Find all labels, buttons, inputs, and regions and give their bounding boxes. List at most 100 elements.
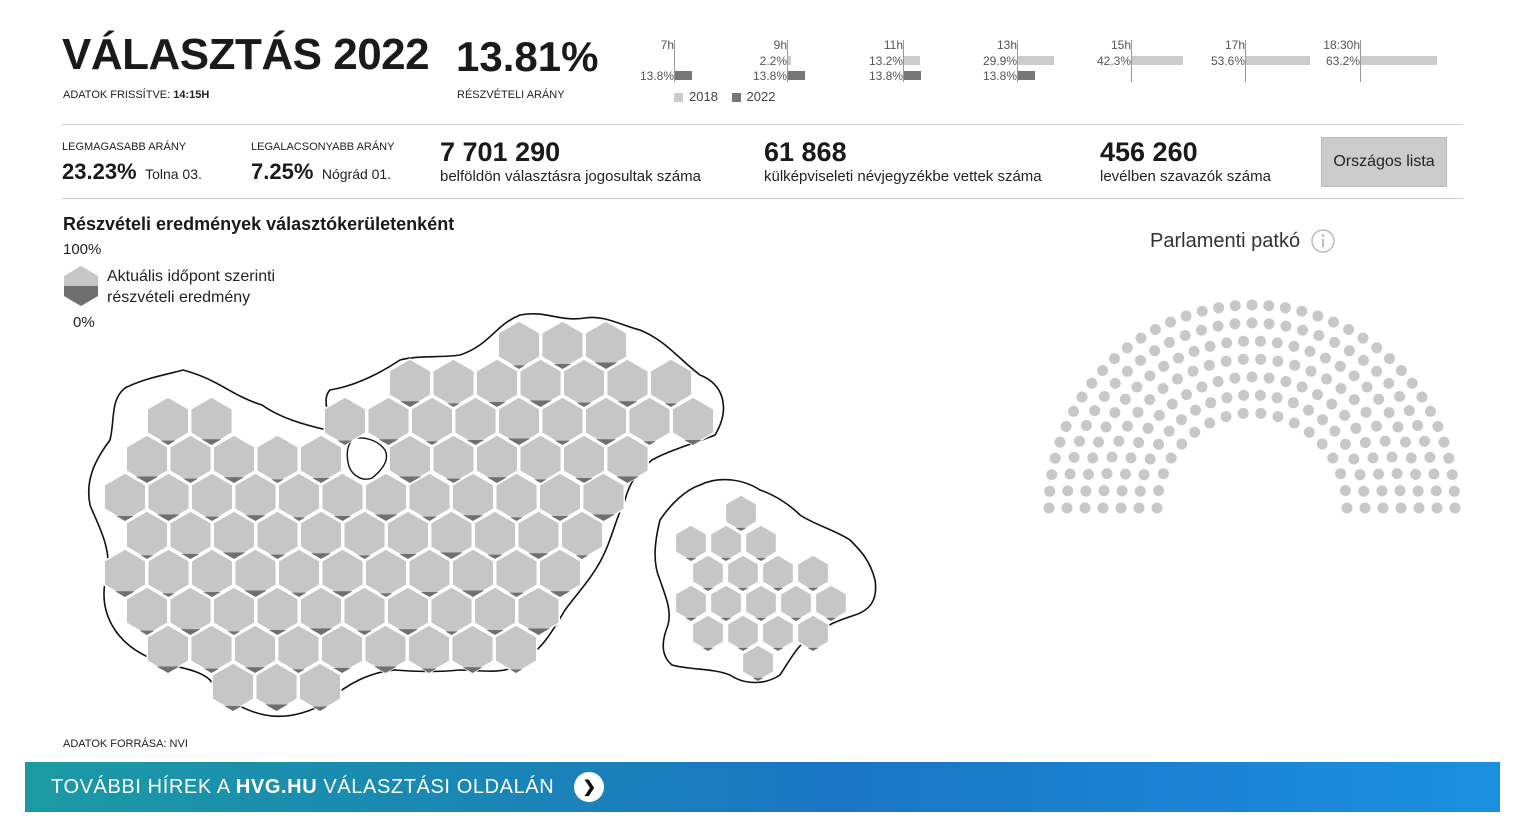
district-hex[interactable]	[584, 396, 628, 446]
district-hex[interactable]	[516, 510, 561, 560]
district-hex[interactable]	[671, 396, 715, 446]
district-hex[interactable]	[726, 554, 760, 592]
district-hex[interactable]	[233, 624, 277, 674]
district-hex[interactable]	[497, 396, 541, 446]
district-hex[interactable]	[431, 358, 476, 408]
district-hex[interactable]	[540, 320, 585, 370]
district-hex[interactable]	[125, 510, 169, 560]
district-hex[interactable]	[146, 472, 191, 522]
district-hex[interactable]	[814, 584, 848, 622]
district-hex[interactable]	[190, 472, 234, 522]
district-hex[interactable]	[518, 358, 563, 408]
district-hex[interactable]	[674, 524, 708, 562]
district-hex[interactable]	[146, 548, 191, 598]
district-hex[interactable]	[103, 548, 147, 598]
district-hex[interactable]	[761, 554, 795, 592]
district-hex[interactable]	[233, 548, 278, 598]
district-hex[interactable]	[407, 624, 451, 674]
district-hex[interactable]	[277, 548, 321, 598]
district-hex[interactable]	[429, 510, 474, 560]
district-hex[interactable]	[299, 510, 343, 560]
district-hex[interactable]	[584, 320, 628, 370]
district-hex[interactable]	[605, 434, 650, 484]
district-hex[interactable]	[298, 662, 342, 712]
district-hex[interactable]	[407, 472, 452, 522]
district-hex[interactable]	[779, 584, 813, 622]
district-hex[interactable]	[254, 662, 299, 712]
district-hex[interactable]	[388, 358, 432, 408]
district-hex[interactable]	[431, 434, 476, 484]
district-hex[interactable]	[299, 434, 343, 484]
district-hex[interactable]	[212, 510, 256, 560]
district-hex[interactable]	[233, 472, 278, 522]
district-hex[interactable]	[320, 548, 365, 598]
district-hex[interactable]	[255, 510, 300, 560]
district-hex[interactable]	[473, 586, 517, 636]
district-hex[interactable]	[796, 614, 830, 652]
district-hex[interactable]	[709, 524, 743, 562]
district-hex[interactable]	[320, 624, 364, 674]
district-hex[interactable]	[366, 396, 411, 446]
district-hex[interactable]	[386, 510, 430, 560]
district-hex[interactable]	[429, 586, 474, 636]
district-hex[interactable]	[691, 614, 725, 652]
district-hex[interactable]	[320, 472, 365, 522]
district-hex[interactable]	[450, 624, 495, 674]
district-hex[interactable]	[451, 472, 495, 522]
district-hex[interactable]	[649, 358, 693, 408]
district-hex[interactable]	[299, 586, 343, 636]
district-hex[interactable]	[709, 584, 743, 622]
district-hex[interactable]	[410, 396, 454, 446]
district-hex[interactable]	[494, 624, 538, 674]
chevron-right-icon[interactable]: ❯	[574, 772, 605, 802]
district-hex[interactable]	[323, 396, 367, 446]
district-hex[interactable]	[342, 586, 387, 636]
district-hex[interactable]	[560, 510, 604, 560]
district-hex[interactable]	[494, 548, 539, 598]
district-hex[interactable]	[796, 554, 830, 592]
district-hex[interactable]	[189, 624, 234, 674]
district-hex[interactable]	[212, 586, 256, 636]
district-hex[interactable]	[190, 548, 234, 598]
district-hex[interactable]	[168, 510, 213, 560]
district-hex[interactable]	[146, 396, 190, 446]
district-hex[interactable]	[674, 584, 708, 622]
district-hex[interactable]	[363, 624, 408, 674]
district-hex[interactable]	[277, 472, 321, 522]
district-hex[interactable]	[744, 524, 778, 562]
district-hex[interactable]	[125, 586, 169, 636]
district-hex[interactable]	[453, 396, 498, 446]
district-hex[interactable]	[212, 434, 256, 484]
district-hex[interactable]	[562, 434, 606, 484]
district-hex[interactable]	[744, 584, 778, 622]
district-hex[interactable]	[581, 472, 626, 522]
district-hex[interactable]	[276, 624, 321, 674]
district-hex[interactable]	[364, 548, 408, 598]
district-hex[interactable]	[538, 548, 582, 598]
district-hex[interactable]	[724, 494, 758, 532]
district-hex[interactable]	[538, 472, 582, 522]
district-hex[interactable]	[475, 358, 519, 408]
district-hex[interactable]	[342, 510, 387, 560]
district-hex[interactable]	[364, 472, 408, 522]
district-hex[interactable]	[540, 396, 585, 446]
district-hex[interactable]	[741, 644, 775, 682]
district-hex[interactable]	[211, 662, 255, 712]
district-hex[interactable]	[388, 434, 432, 484]
district-hex[interactable]	[255, 586, 300, 636]
district-hex[interactable]	[562, 358, 606, 408]
district-hex[interactable]	[146, 624, 190, 674]
district-hex[interactable]	[451, 548, 495, 598]
district-hex[interactable]	[627, 396, 672, 446]
national-list-button[interactable]: Országos lista	[1321, 137, 1447, 187]
info-icon[interactable]	[1310, 228, 1336, 254]
more-news-banner[interactable]: TOVÁBBI HÍREK A HVG.HU VÁLASZTÁSI OLDALÁ…	[25, 762, 1500, 812]
district-hex[interactable]	[386, 586, 430, 636]
district-hex[interactable]	[189, 396, 234, 446]
district-hex[interactable]	[475, 434, 519, 484]
district-hex[interactable]	[726, 614, 760, 652]
district-hex[interactable]	[407, 548, 452, 598]
district-hex[interactable]	[605, 358, 650, 408]
district-hex[interactable]	[103, 472, 147, 522]
district-hex[interactable]	[516, 586, 561, 636]
